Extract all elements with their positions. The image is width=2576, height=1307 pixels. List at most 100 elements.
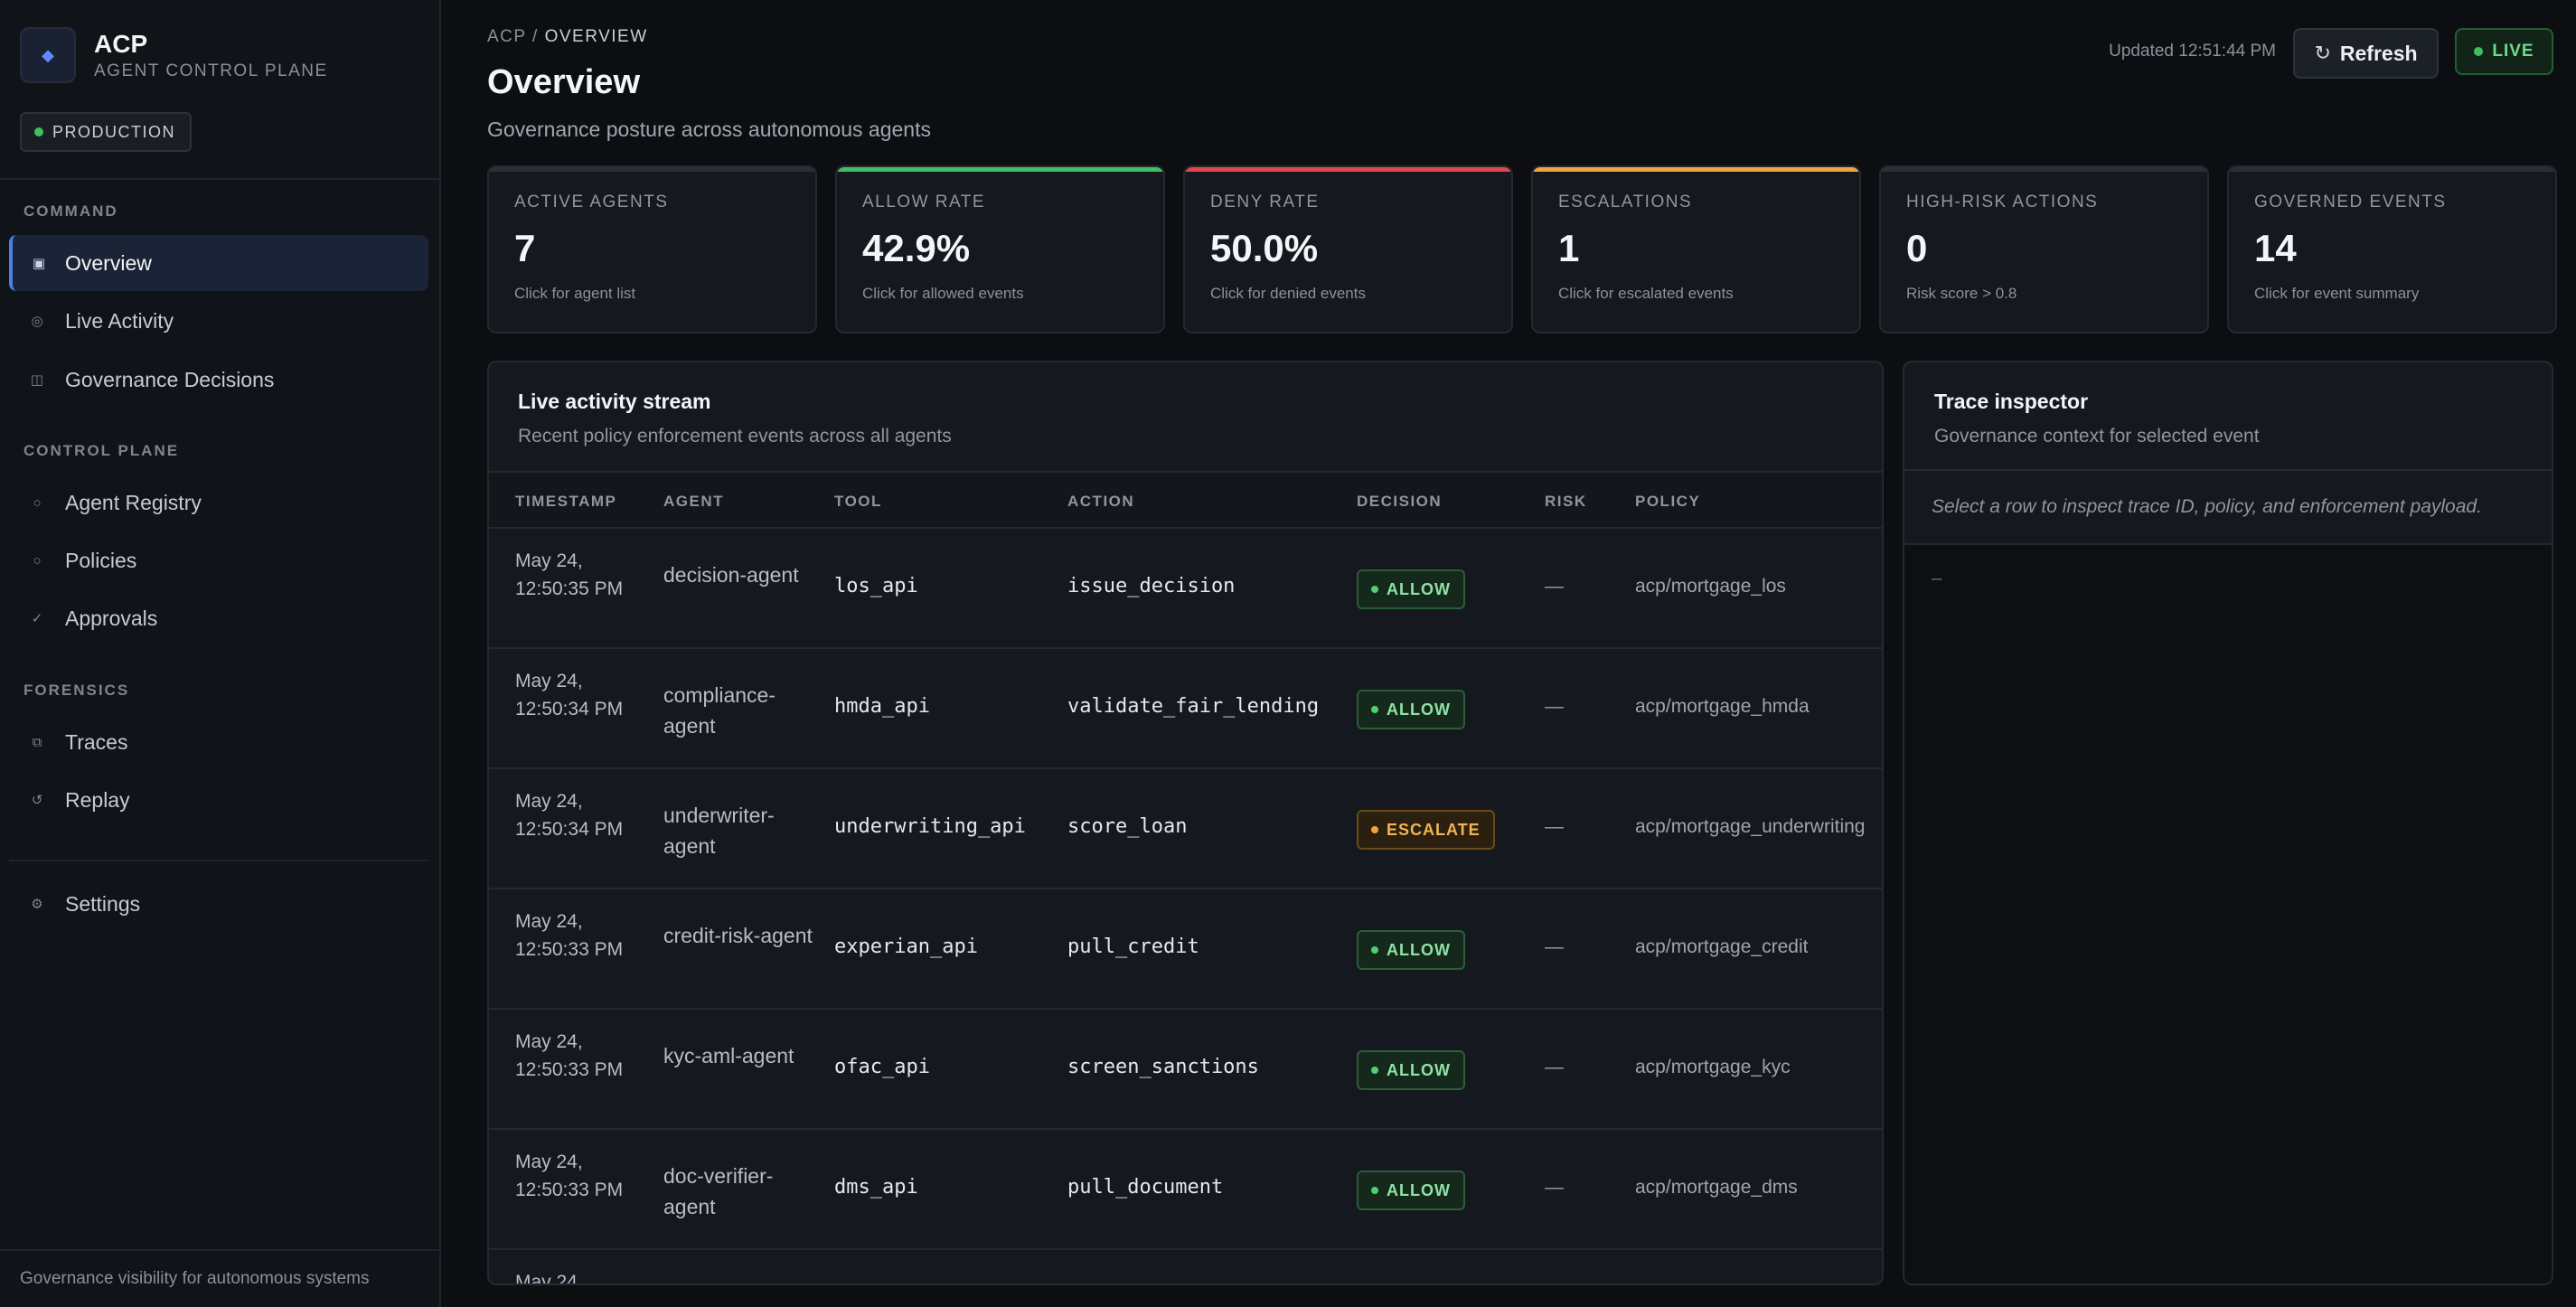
action-cell: score_loan [1067,815,1188,838]
tool-cell: hmda_api [834,695,930,718]
kpi-card-escalations[interactable]: ESCALATIONS 1 Click for escalated events [1531,165,1861,334]
live-label: LIVE [2492,42,2534,61]
live-dot-icon [2474,47,2484,56]
column-header-action[interactable]: ACTION [1067,493,1135,510]
action-cell: pull_document [1067,1176,1224,1199]
kpi-hint: Click for allowed events [862,285,1024,302]
kpi-label: ESCALATIONS [1558,193,1693,212]
decision-label: ALLOW [1387,700,1451,719]
decision-cell: ALLOW [1357,690,1465,729]
sidebar-item-settings[interactable]: ⚙ Settings [9,876,428,932]
decision-label: ESCALATE [1387,820,1481,839]
sidebar-item-label: Approvals [65,606,158,630]
policy-cell: acp/mortgage_hmda [1635,696,1810,717]
refresh-button[interactable]: ↻ Refresh [2293,28,2439,79]
decision-dot-icon [1371,1067,1378,1074]
agent-cell: compliance-agent [663,683,776,738]
table-row[interactable]: May 24, 12:50:35 PM decision-agent los_a… [489,529,1882,649]
sidebar-item-traces[interactable]: ⧉ Traces [9,714,428,770]
refresh-icon: ↻ [2314,42,2331,64]
kpi-card-governed-events[interactable]: GOVERNED EVENTS 14 Click for event summa… [2227,165,2557,334]
kpi-label: DENY RATE [1210,193,1320,212]
risk-cell: — [1545,1177,1564,1198]
breadcrumb-root[interactable]: ACP [487,27,527,46]
tool-cell: ofac_api [834,1056,930,1078]
kpi-card-high-risk-actions[interactable]: HIGH-RISK ACTIONS 0 Risk score > 0.8 [1879,165,2209,334]
column-header-agent[interactable]: AGENT [663,493,724,510]
kpi-row: ACTIVE AGENTS 7 Click for agent list ALL… [487,165,2557,334]
kpi-card-active-agents[interactable]: ACTIVE AGENTS 7 Click for agent list [487,165,817,334]
column-header-decision[interactable]: DECISION [1357,493,1443,510]
tool-cell: dms_api [834,1176,918,1199]
sidebar-item-label: Agent Registry [65,490,202,514]
decision-badge: ESCALATE [1357,810,1495,850]
kpi-card-allow-rate[interactable]: ALLOW RATE 42.9% Click for allowed event… [835,165,1165,334]
decision-dot-icon [1371,826,1378,833]
brand[interactable]: ◆ ACP AGENT CONTROL PLANE [20,27,328,83]
action-cell: validate_fair_lending [1067,695,1320,718]
column-header-tool[interactable]: TOOL [834,493,882,510]
kpi-value: 7 [514,227,536,269]
table-row[interactable]: May 24, 12:50:34 PM compliance-agent hmd… [489,649,1882,769]
kpi-accent-bar [837,167,1163,172]
table-row[interactable]: May 24, 12:50:33 PM kyc-aml-agent ofac_a… [489,1010,1882,1130]
tool-cell: los_api [834,575,918,597]
kpi-label: HIGH-RISK ACTIONS [1906,193,2099,212]
panel-title: Trace inspector [1934,390,2089,413]
kpi-accent-bar [1533,167,1859,172]
decision-label: ALLOW [1387,940,1451,959]
decision-label: ALLOW [1387,1060,1451,1079]
last-updated: Updated 12:51:44 PM [2109,42,2276,61]
kpi-hint: Click for denied events [1210,285,1366,302]
sidebar-item-agent-registry[interactable]: ○ Agent Registry [9,475,428,531]
circle-icon: ○ [33,552,42,569]
table-header: TIMESTAMP AGENT TOOL ACTION DECISION RIS… [489,471,1882,529]
decision-cell: ALLOW [1357,1171,1465,1210]
decision-badge: ALLOW [1357,930,1465,970]
sidebar-item-policies[interactable]: ○ Policies [9,532,428,588]
kpi-value: 1 [1558,227,1580,269]
sidebar: ◆ ACP AGENT CONTROL PLANE PRODUCTION COM… [0,0,441,1307]
square-icon: ▣ [32,256,46,271]
section-label-forensics: FORENSICS [24,682,130,699]
table-row[interactable]: May 24 [489,1250,1882,1285]
decision-cell: ESCALATE [1357,810,1495,850]
breadcrumb-current: OVERVIEW [544,27,648,46]
table-row[interactable]: May 24, 12:50:33 PM credit-risk-agent ex… [489,889,1882,1010]
kpi-value: 42.9% [862,227,971,269]
section-label-control-plane: CONTROL PLANE [24,442,180,459]
layers-icon: ⧉ [32,734,42,750]
timestamp-cell: May 24, 12:50:34 PM [515,791,624,840]
column-header-risk[interactable]: RISK [1545,493,1587,510]
environment-badge[interactable]: PRODUCTION [20,112,192,152]
sidebar-item-live-activity[interactable]: ◎ Live Activity [9,293,428,349]
gear-icon: ⚙ [31,897,43,912]
risk-cell: — [1545,1057,1564,1077]
action-cell: screen_sanctions [1067,1056,1259,1078]
decision-badge: ALLOW [1357,1171,1465,1210]
decision-dot-icon [1371,706,1378,713]
sidebar-item-overview[interactable]: ▣ Overview [9,235,428,291]
kpi-hint: Click for agent list [514,285,636,302]
column-header-policy[interactable]: POLICY [1635,493,1701,510]
decision-badge: ALLOW [1357,1050,1465,1090]
timestamp-cell: May 24, 12:50:33 PM [515,1031,624,1080]
sidebar-item-approvals[interactable]: ✓ Approvals [9,590,428,646]
table-row[interactable]: May 24, 12:50:33 PM doc-verifier-agent d… [489,1130,1882,1250]
timestamp-cell: May 24 [515,1272,578,1285]
kpi-value: 50.0% [1210,227,1319,269]
column-header-timestamp[interactable]: TIMESTAMP [515,493,617,510]
risk-cell: — [1545,936,1564,957]
sidebar-item-label: Replay [65,787,130,812]
trace-hint: Select a row to inspect trace ID, policy… [1904,471,2552,545]
table-row[interactable]: May 24, 12:50:34 PM underwriter-agent un… [489,769,1882,889]
kpi-card-deny-rate[interactable]: DENY RATE 50.0% Click for denied events [1183,165,1513,334]
agent-cell: decision-agent [663,563,799,587]
timestamp-cell: May 24, 12:50:34 PM [515,671,624,719]
decision-dot-icon [1371,1187,1378,1194]
sidebar-item-governance-decisions[interactable]: ◫ Governance Decisions [9,352,428,408]
live-badge: LIVE [2455,28,2553,75]
radar-icon: ◎ [31,314,43,329]
decision-dot-icon [1371,946,1378,954]
sidebar-item-replay[interactable]: ↺ Replay [9,772,428,828]
